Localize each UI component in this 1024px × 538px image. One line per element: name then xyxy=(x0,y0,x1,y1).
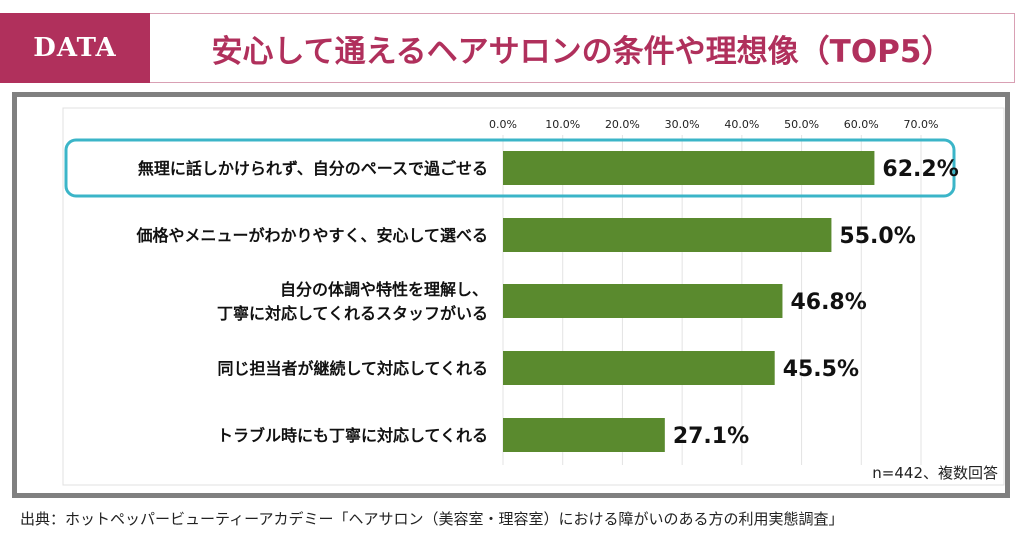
category-label: 自分の体調や特性を理解し、 xyxy=(280,280,488,299)
page-title: 安心して通えるヘアサロンの条件や理想像（TOP5） xyxy=(150,13,1015,83)
data-label: 45.5% xyxy=(783,357,859,382)
category-label: 無理に話しかけられず、自分のペースで過ごせる xyxy=(138,159,488,178)
x-tick-label: 40.0% xyxy=(724,118,759,131)
x-tick-label: 50.0% xyxy=(784,118,819,131)
bar xyxy=(503,284,783,318)
x-tick-label: 20.0% xyxy=(605,118,640,131)
x-tick-label: 30.0% xyxy=(665,118,700,131)
bar xyxy=(503,218,832,252)
plot-area xyxy=(62,107,1005,486)
x-tick-label: 0.0% xyxy=(489,118,517,131)
category-label: 価格やメニューがわかりやすく、安心して選べる xyxy=(135,226,488,245)
data-badge: DATA xyxy=(0,13,150,83)
highlight-box xyxy=(64,138,956,198)
bar xyxy=(503,351,775,385)
category-label: トラブル時にも丁寧に対応してくれる xyxy=(217,426,488,445)
source-citation: 出典：ホットペッパービューティーアカデミー「ヘアサロン（美容室・理容室）における… xyxy=(20,510,844,528)
bar xyxy=(503,151,875,185)
x-tick-label: 60.0% xyxy=(844,118,879,131)
category-label: 同じ担当者が継続して対応してくれる xyxy=(217,359,488,378)
x-tick-label: 10.0% xyxy=(545,118,580,131)
category-label: 丁寧に対応してくれるスタッフがいる xyxy=(217,304,488,323)
sample-note: n=442、複数回答 xyxy=(872,464,998,482)
bar xyxy=(503,418,665,452)
data-label: 27.1% xyxy=(673,424,749,449)
data-label: 46.8% xyxy=(790,290,866,315)
data-label: 62.2% xyxy=(882,157,958,182)
data-label: 55.0% xyxy=(839,224,915,249)
x-tick-label: 70.0% xyxy=(904,118,939,131)
